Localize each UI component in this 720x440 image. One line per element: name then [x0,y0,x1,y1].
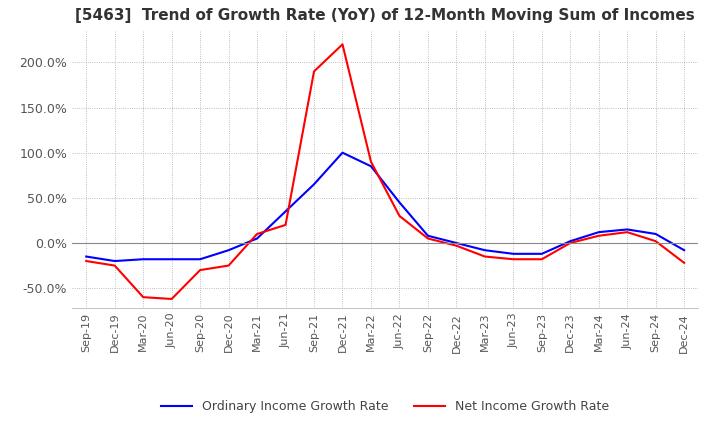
Net Income Growth Rate [225,263,233,268]
Net Income Growth Rate [139,294,148,300]
Net Income Growth Rate [110,263,119,268]
Net Income Growth Rate [167,296,176,301]
Ordinary Income Growth Rate [139,257,148,262]
Ordinary Income Growth Rate [225,248,233,253]
Ordinary Income Growth Rate [423,233,432,238]
Ordinary Income Growth Rate [366,164,375,169]
Ordinary Income Growth Rate [652,231,660,237]
Net Income Growth Rate [82,258,91,264]
Ordinary Income Growth Rate [196,257,204,262]
Ordinary Income Growth Rate [167,257,176,262]
Line: Net Income Growth Rate: Net Income Growth Rate [86,44,684,299]
Ordinary Income Growth Rate [595,230,603,235]
Net Income Growth Rate [253,231,261,237]
Ordinary Income Growth Rate [253,236,261,241]
Ordinary Income Growth Rate [452,240,461,246]
Net Income Growth Rate [310,69,318,74]
Net Income Growth Rate [423,236,432,241]
Net Income Growth Rate [652,238,660,244]
Net Income Growth Rate [623,230,631,235]
Net Income Growth Rate [680,260,688,265]
Net Income Growth Rate [452,243,461,248]
Ordinary Income Growth Rate [480,248,489,253]
Net Income Growth Rate [282,222,290,227]
Net Income Growth Rate [566,240,575,246]
Ordinary Income Growth Rate [680,248,688,253]
Legend: Ordinary Income Growth Rate, Net Income Growth Rate: Ordinary Income Growth Rate, Net Income … [156,395,614,418]
Ordinary Income Growth Rate [537,251,546,257]
Net Income Growth Rate [595,233,603,238]
Net Income Growth Rate [509,257,518,262]
Net Income Growth Rate [537,257,546,262]
Net Income Growth Rate [480,254,489,259]
Ordinary Income Growth Rate [509,251,518,257]
Net Income Growth Rate [395,213,404,219]
Ordinary Income Growth Rate [338,150,347,155]
Net Income Growth Rate [366,159,375,165]
Ordinary Income Growth Rate [395,200,404,205]
Net Income Growth Rate [338,42,347,47]
Net Income Growth Rate [196,268,204,273]
Ordinary Income Growth Rate [623,227,631,232]
Line: Ordinary Income Growth Rate: Ordinary Income Growth Rate [86,153,684,261]
Ordinary Income Growth Rate [566,238,575,244]
Ordinary Income Growth Rate [82,254,91,259]
Ordinary Income Growth Rate [110,258,119,264]
Ordinary Income Growth Rate [310,182,318,187]
Title: [5463]  Trend of Growth Rate (YoY) of 12-Month Moving Sum of Incomes: [5463] Trend of Growth Rate (YoY) of 12-… [76,7,695,23]
Ordinary Income Growth Rate [282,209,290,214]
